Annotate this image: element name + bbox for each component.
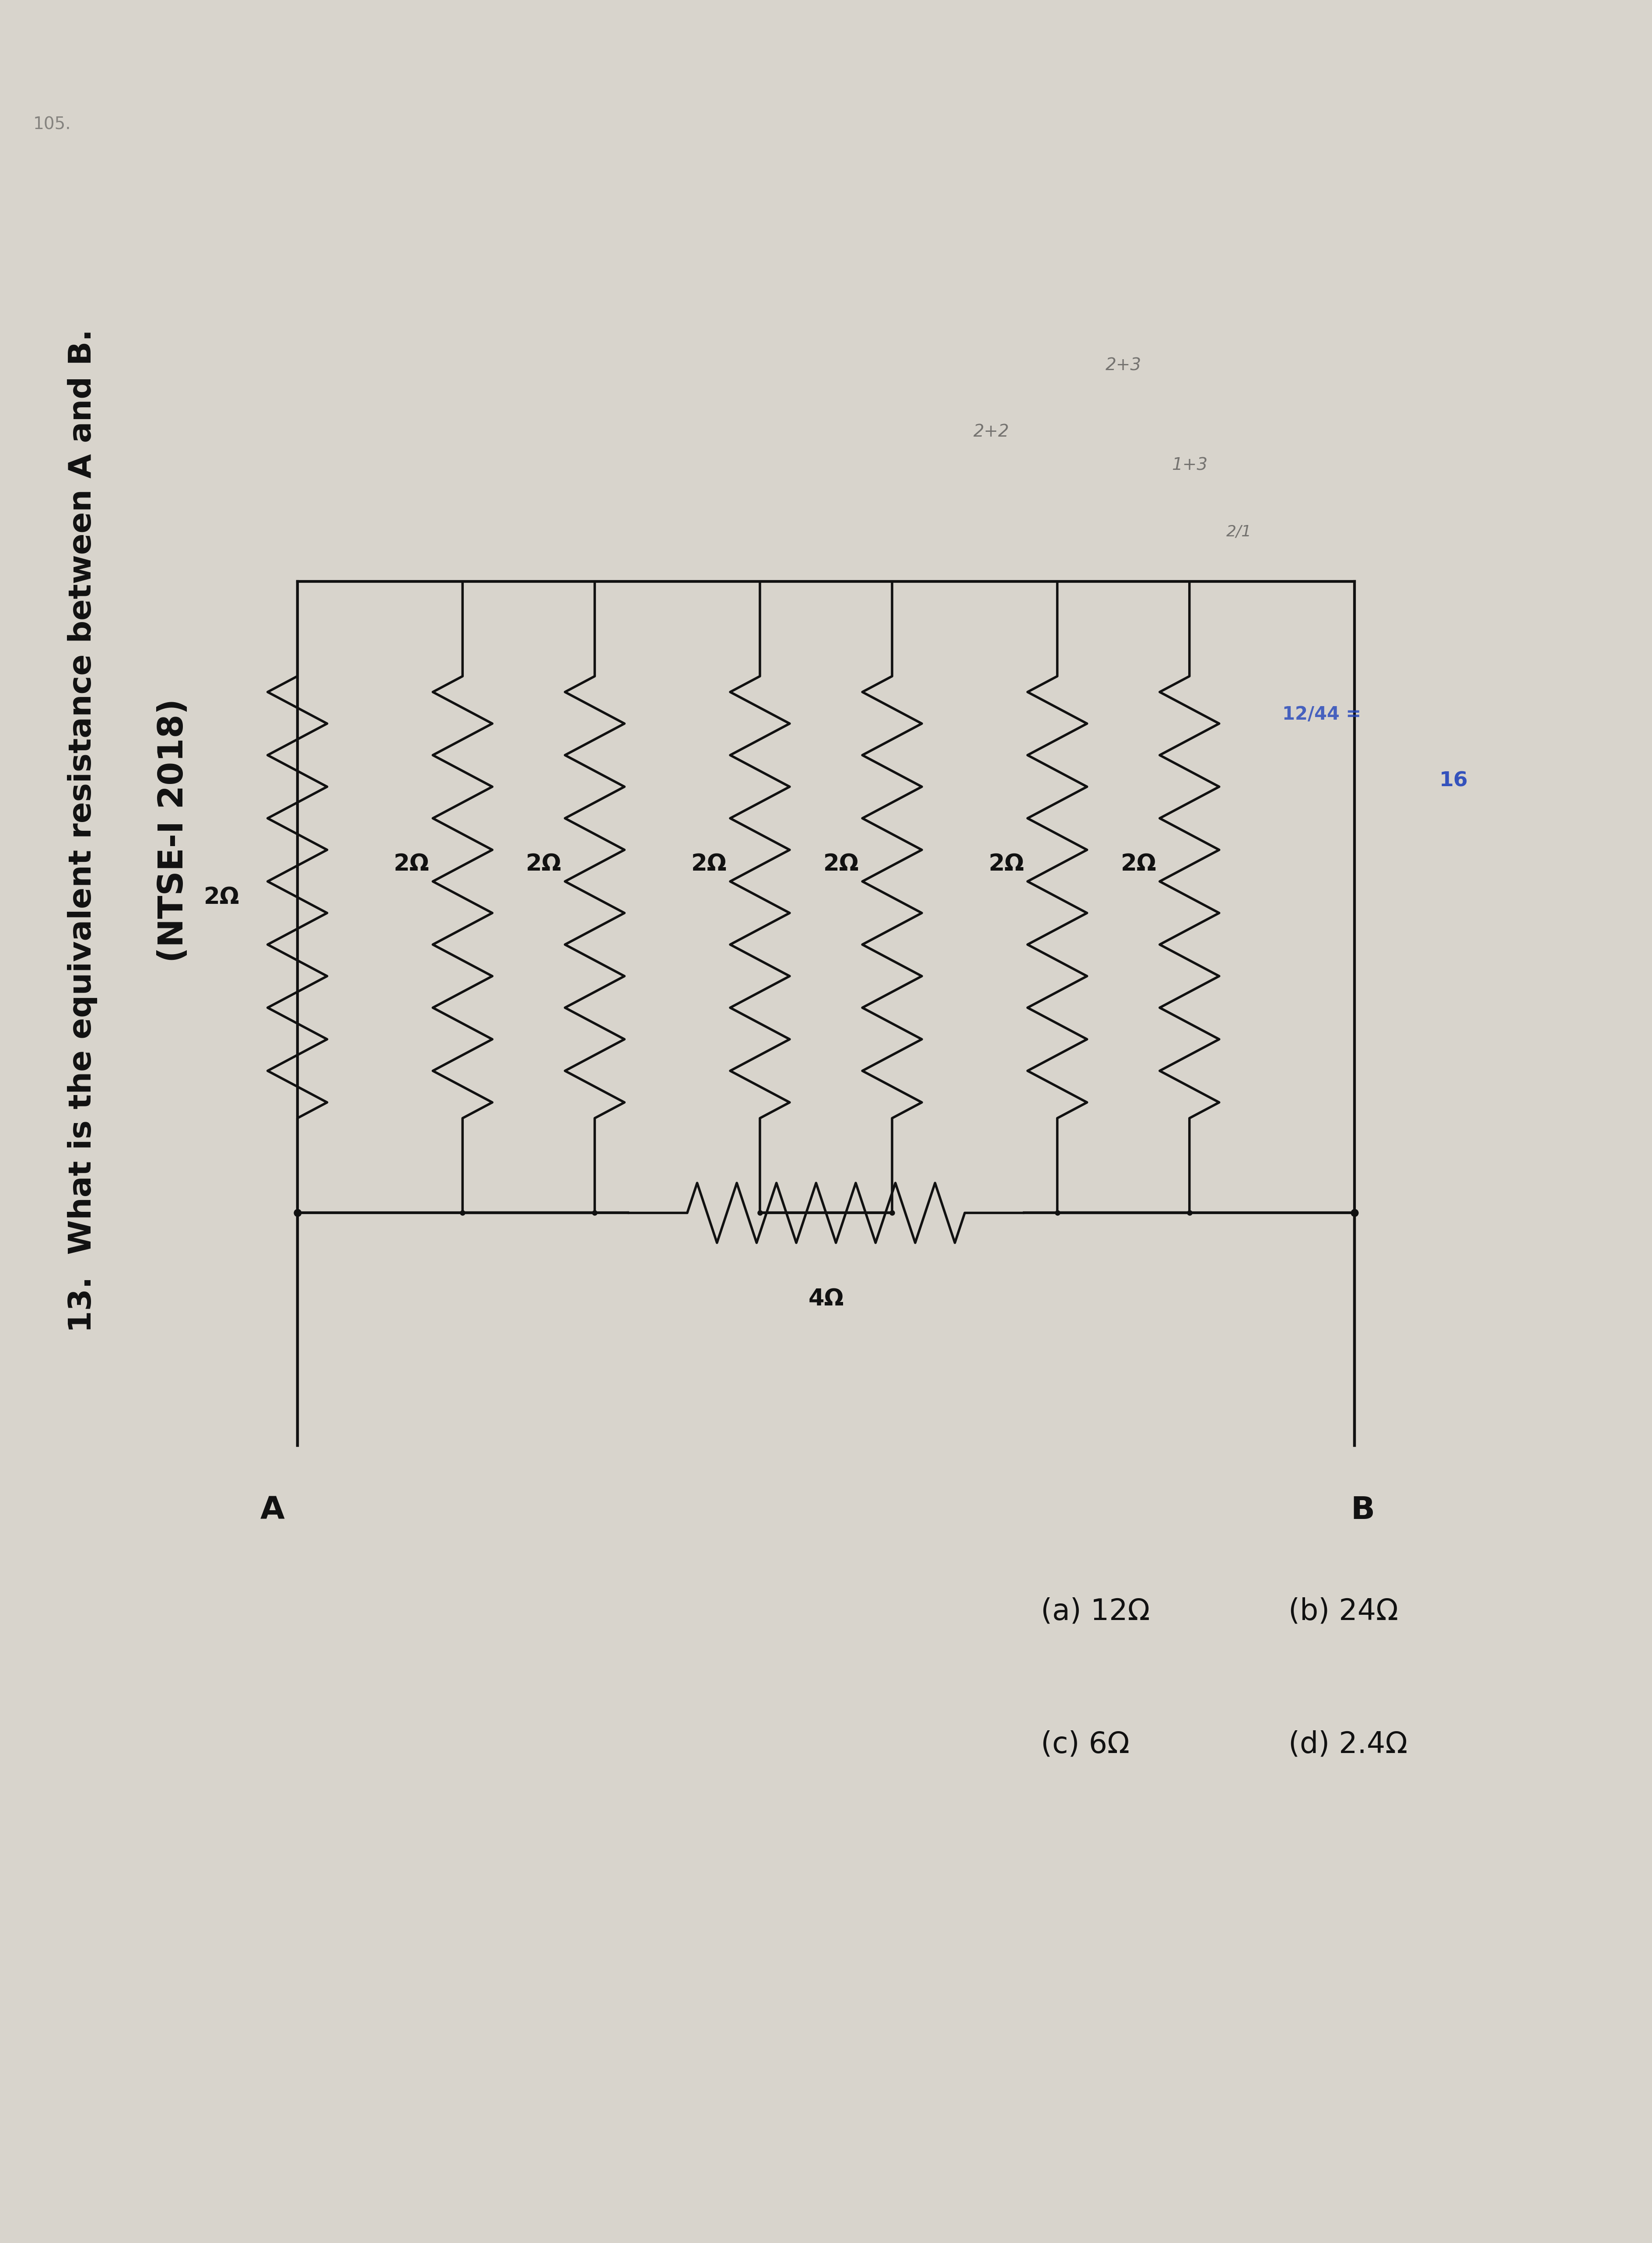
Text: (b) 24Ω: (b) 24Ω — [1289, 1597, 1398, 1626]
Text: 4Ω: 4Ω — [808, 1287, 844, 1310]
Text: 2+3: 2+3 — [1105, 357, 1142, 375]
Text: 105.: 105. — [33, 117, 71, 132]
Text: 2Ω: 2Ω — [691, 852, 727, 875]
Text: (NTSE-I 2018): (NTSE-I 2018) — [157, 700, 190, 962]
Text: 2Ω: 2Ω — [203, 886, 240, 908]
Text: 2Ω: 2Ω — [1120, 852, 1156, 875]
Text: B: B — [1351, 1496, 1374, 1525]
Text: 12/44 =: 12/44 = — [1282, 704, 1361, 724]
Text: 2Ω: 2Ω — [525, 852, 562, 875]
Text: 1+3: 1+3 — [1171, 458, 1208, 473]
Text: 2+2: 2+2 — [973, 424, 1009, 440]
Text: 2Ω: 2Ω — [823, 852, 859, 875]
Text: (a) 12Ω: (a) 12Ω — [1041, 1597, 1150, 1626]
Text: 13.  What is the equivalent resistance between A and B.: 13. What is the equivalent resistance be… — [68, 330, 97, 1332]
Text: 16: 16 — [1439, 772, 1469, 792]
Text: 2Ω: 2Ω — [393, 852, 430, 875]
Text: 2/1: 2/1 — [1226, 525, 1252, 538]
Text: A: A — [261, 1496, 284, 1525]
Text: 2Ω: 2Ω — [988, 852, 1024, 875]
Text: (c) 6Ω: (c) 6Ω — [1041, 1729, 1130, 1759]
Text: (d) 2.4Ω: (d) 2.4Ω — [1289, 1729, 1408, 1759]
